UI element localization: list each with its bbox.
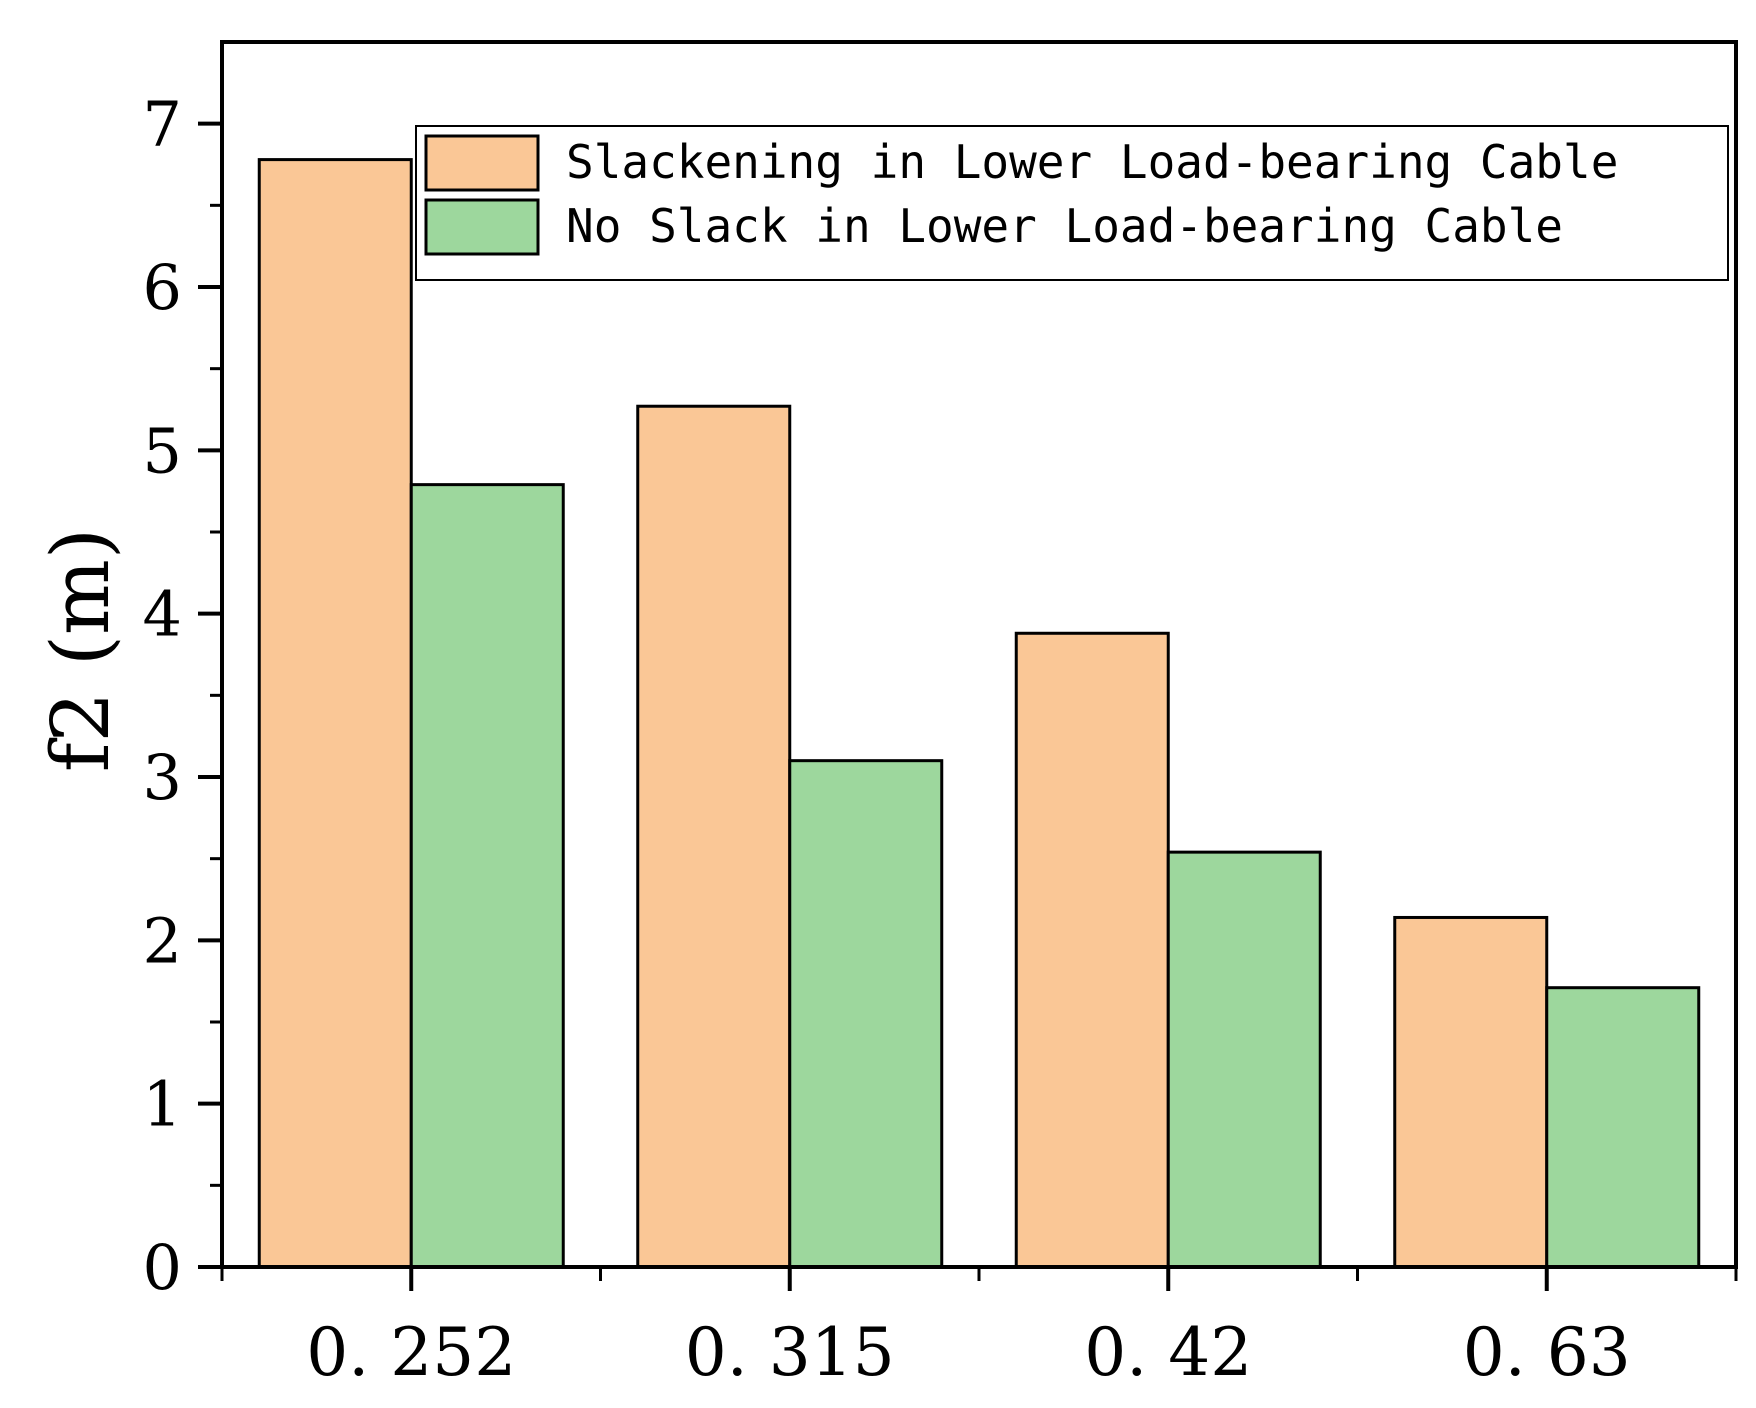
x-tick-label: 0. 252: [306, 1314, 516, 1391]
legend-label: Slackening in Lower Load-bearing Cable: [566, 135, 1618, 189]
y-tick-label: 6: [143, 251, 182, 324]
y-tick-label: 4: [143, 578, 182, 651]
legend-swatch: [424, 198, 540, 256]
y-axis: 0 1 2 3 4 5 6 7: [143, 88, 222, 1304]
x-tick-label: 0. 315: [685, 1314, 895, 1391]
bar-slack-0.252: [257, 158, 413, 1269]
bar-noslack-0.315: [788, 759, 944, 1269]
legend: Slackening in Lower Load-bearing Cable No…: [415, 125, 1729, 281]
bar-slack-0.63: [1393, 915, 1549, 1269]
y-tick-label: 1: [143, 1068, 182, 1141]
bar-noslack-0.63: [1545, 986, 1701, 1269]
bar-noslack-0.42: [1166, 850, 1322, 1269]
x-axis: 0. 252 0. 315 0. 42 0. 63: [220, 1267, 1738, 1391]
legend-box: [415, 125, 1729, 281]
y-tick-label: 7: [143, 88, 182, 161]
bars-group: [257, 158, 1701, 1269]
y-axis-title: f2 (m): [34, 528, 127, 772]
y-tick-label: 2: [143, 904, 182, 977]
legend-label: No Slack in Lower Load-bearing Cable: [566, 199, 1563, 253]
bar-noslack-0.252: [409, 483, 565, 1269]
bar-slack-0.42: [1014, 631, 1170, 1269]
x-tick-label: 0. 42: [1084, 1314, 1252, 1391]
legend-swatch: [424, 134, 540, 192]
x-tick-label: 0. 63: [1463, 1314, 1631, 1391]
y-tick-label: 0: [143, 1231, 182, 1304]
y-tick-label: 3: [143, 741, 182, 814]
bar-slack-0.315: [636, 404, 792, 1269]
y-tick-label: 5: [143, 414, 182, 487]
